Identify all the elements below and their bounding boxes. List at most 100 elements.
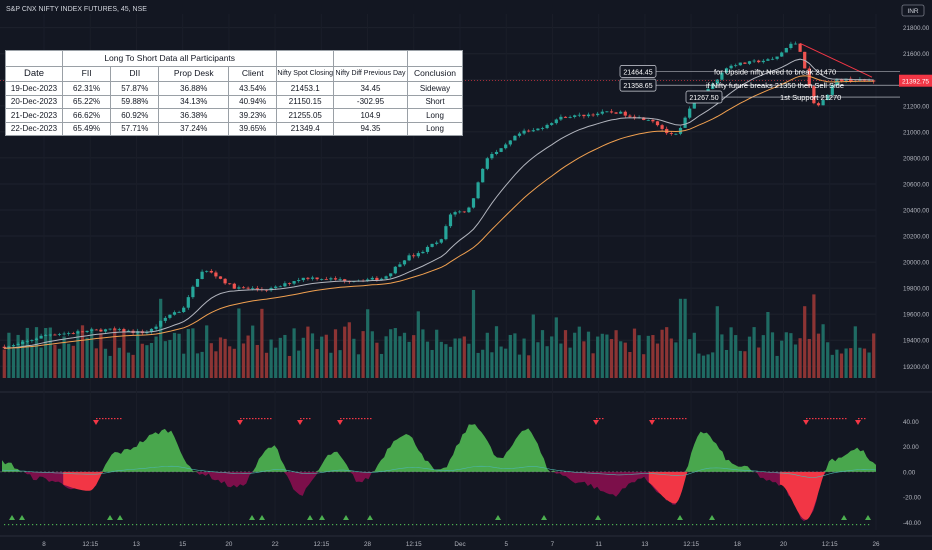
table-row: 20-Dec-2023 65.22% 59.88% 34.13% 40.94% … — [5, 94, 463, 110]
top-dot — [842, 418, 844, 420]
volume-bar — [862, 348, 867, 378]
candle-body — [90, 329, 94, 331]
bottom-dot — [700, 524, 702, 526]
volume-bar — [53, 344, 57, 378]
y-tick-label: 20000.00 — [903, 260, 930, 267]
bottom-dot — [316, 524, 318, 526]
currency-badge[interactable]: INR — [907, 8, 919, 15]
bottom-dot — [692, 524, 694, 526]
volume-bar — [499, 346, 503, 378]
y-tick-label: 21600.00 — [903, 51, 930, 58]
bottom-dot — [164, 524, 166, 526]
volume-bar — [504, 348, 508, 378]
column-header-diff: Nifty Diff Previous Day — [333, 65, 408, 83]
volume-bar — [632, 328, 637, 378]
bottom-dot — [556, 524, 558, 526]
bottom-dot — [764, 524, 766, 526]
volume-bar — [665, 327, 669, 378]
volume-bar — [361, 331, 365, 378]
bottom-dot — [468, 524, 470, 526]
bottom-dot — [484, 524, 486, 526]
oscillator-panel — [0, 424, 877, 522]
bottom-dot — [160, 524, 162, 526]
volume-bar — [113, 328, 117, 378]
volume-bar — [835, 349, 839, 378]
candle-body — [218, 276, 223, 279]
volume-bar — [462, 336, 466, 378]
candle-body — [531, 130, 535, 132]
candle-body — [789, 43, 793, 49]
top-dot — [667, 418, 669, 420]
buy-signal-marker — [117, 515, 123, 520]
volume-bar — [338, 350, 342, 378]
bottom-dot — [572, 524, 574, 526]
bottom-dot — [536, 524, 538, 526]
bottom-dot — [808, 524, 810, 526]
top-dot — [845, 418, 847, 420]
candle-body — [241, 287, 246, 289]
volume-bar — [872, 333, 876, 378]
bottom-dot — [84, 524, 86, 526]
x-tick-label: 12:15 — [406, 541, 422, 548]
top-dot — [352, 418, 354, 420]
candle-body — [729, 65, 733, 69]
annotation-tag: 21267.50 — [689, 95, 718, 102]
candle-body — [103, 329, 108, 332]
buy-signal-marker — [107, 515, 113, 520]
volume-bar — [812, 294, 816, 378]
candle-body — [398, 264, 402, 267]
bottom-dot — [676, 524, 678, 526]
osc-y-tick-label: -40.00 — [903, 520, 921, 527]
bottom-dot — [124, 524, 126, 526]
volume-bar — [191, 328, 195, 378]
bottom-dot — [568, 524, 570, 526]
top-dot — [358, 418, 360, 420]
buy-signal-marker — [367, 515, 373, 520]
candle-body — [297, 280, 301, 282]
volume-bar — [379, 353, 384, 378]
candle-body — [117, 329, 121, 330]
volume-bar — [485, 332, 489, 378]
top-dot — [685, 418, 687, 420]
top-dot — [661, 418, 663, 420]
top-dot — [833, 418, 835, 420]
bottom-dot — [192, 524, 194, 526]
buy-signal-marker — [865, 515, 871, 520]
bottom-dot — [176, 524, 178, 526]
candle-body — [320, 279, 324, 280]
volume-bar — [200, 351, 204, 378]
top-dot — [111, 418, 113, 420]
volume-bar — [149, 342, 154, 378]
volume-bar — [596, 336, 600, 378]
volume-bar — [366, 309, 370, 378]
bottom-dot — [740, 524, 742, 526]
table-cell: 65.49% — [61, 121, 112, 137]
table-cell: 43.54% — [228, 81, 278, 96]
candle-body — [596, 113, 600, 116]
bottom-dot — [236, 524, 238, 526]
candle-body — [628, 115, 632, 117]
sell-signal-marker — [803, 420, 809, 425]
x-tick-label: 26 — [872, 541, 880, 548]
oscillator-strong-down — [779, 471, 833, 520]
column-header-spot: Nifty Spot Closing — [276, 65, 334, 83]
bottom-dot — [404, 524, 406, 526]
annotations: 21464.45 for Upside nifty Need to break 2… — [619, 65, 932, 104]
bottom-dot — [28, 524, 30, 526]
top-dot — [815, 418, 817, 420]
volume-bar — [720, 334, 724, 378]
table-cell-blank — [407, 50, 463, 67]
table-cell: 40.94% — [228, 94, 278, 110]
bottom-dot — [716, 524, 718, 526]
candle-body — [149, 328, 154, 333]
bottom-dot — [368, 524, 370, 526]
bottom-dot — [848, 524, 850, 526]
top-dot — [858, 418, 860, 420]
table-row: 21-Dec-2023 66.62% 60.92% 36.38% 39.23% … — [5, 108, 463, 123]
candle-body — [439, 239, 443, 243]
candle-body — [513, 135, 517, 141]
volume-bar — [494, 326, 499, 378]
currency-badge-frame[interactable] — [901, 4, 925, 17]
axes: 21800.0021600.0021400.0021200.0021000.00… — [42, 25, 930, 548]
volume-bar — [830, 354, 834, 378]
